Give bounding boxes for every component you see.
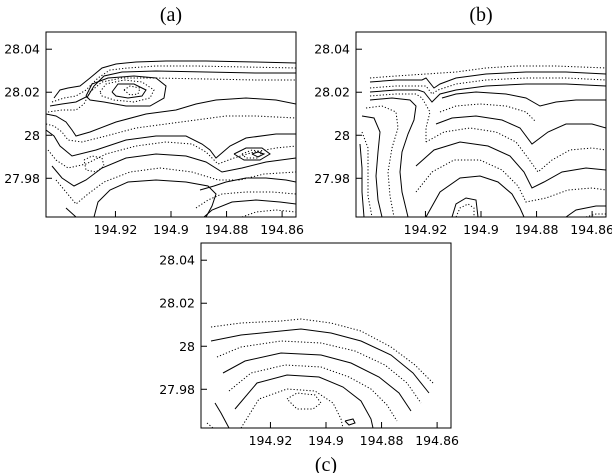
contour-line-22 xyxy=(195,191,296,209)
contour-line-7 xyxy=(365,105,399,217)
panel-a: 28.04 28.02 28 27.98 194.92 194.9 194.88 194.86… xyxy=(4,4,304,237)
x-tick-label: 194.92 xyxy=(404,222,448,237)
contour-line-9 xyxy=(206,422,214,428)
contour-line-15 xyxy=(415,141,606,189)
y-tick-label: 28.02 xyxy=(314,85,350,100)
contour-line-8 xyxy=(123,85,141,96)
x-tick-label: 194.92 xyxy=(94,222,138,237)
contour-line-9 xyxy=(361,131,373,217)
contour-line-5 xyxy=(369,93,431,142)
contour-line-1 xyxy=(53,60,296,99)
contour-lines xyxy=(359,65,606,217)
panel-title: (c) xyxy=(315,454,337,473)
x-tick-label: 194.9 xyxy=(463,222,499,237)
contour-line-10 xyxy=(46,115,296,143)
y-tick-label: 28 xyxy=(24,128,40,143)
y-tick-label: 28.02 xyxy=(159,296,195,311)
contour-lines xyxy=(206,318,434,428)
contour-line-20 xyxy=(565,205,606,217)
x-tick-label: 194.86 xyxy=(570,222,612,237)
contour-line-3 xyxy=(49,70,296,107)
y-tick-label: 28.04 xyxy=(4,42,40,57)
contour-line-24 xyxy=(241,209,296,217)
x-tick-label: 194.88 xyxy=(515,222,559,237)
y-tick-label: 28.02 xyxy=(4,85,40,100)
contour-line-7 xyxy=(240,388,344,428)
panel-title: (b) xyxy=(469,4,492,26)
contour-line-12 xyxy=(439,103,537,123)
y-tick-label: 27.98 xyxy=(159,382,195,397)
panel-title: (a) xyxy=(160,4,182,26)
plot-frame xyxy=(45,31,297,218)
contour-line-13 xyxy=(51,153,296,187)
contour-line-11 xyxy=(46,129,296,159)
contour-line-2 xyxy=(51,65,296,103)
contour-line-14 xyxy=(55,167,296,205)
contour-line-16 xyxy=(415,159,606,203)
contour-line-9 xyxy=(46,97,296,137)
x-tick-label: 194.88 xyxy=(360,433,404,448)
contour-line-8 xyxy=(361,115,383,217)
contour-line-10 xyxy=(359,143,365,217)
contour-line-3 xyxy=(369,77,606,95)
contour-line-11 xyxy=(344,418,356,426)
contour-line-2 xyxy=(369,71,606,89)
x-tick-label: 194.86 xyxy=(415,433,459,448)
contour-line-6 xyxy=(99,79,155,103)
y-tick-label: 27.98 xyxy=(314,171,350,186)
contour-line-7 xyxy=(111,83,147,99)
contour-line-5 xyxy=(85,75,167,107)
contour-line-17 xyxy=(425,175,525,217)
contour-line-10 xyxy=(286,392,322,410)
contour-line-15 xyxy=(65,207,77,217)
contour-line-6 xyxy=(234,374,374,428)
contour-line-3 xyxy=(216,340,422,404)
contour-line-14 xyxy=(425,127,606,173)
y-tick-label: 28 xyxy=(179,339,195,354)
contour-line-2 xyxy=(210,328,430,394)
contour-line-18 xyxy=(451,197,479,217)
contour-line-5 xyxy=(228,364,398,422)
y-tick-label: 28 xyxy=(334,128,350,143)
x-tick-label: 194.86 xyxy=(260,222,304,237)
contour-line-4 xyxy=(47,77,296,113)
contour-line-21 xyxy=(585,213,606,217)
panel-c: 28.04 28.02 28 27.98 194.92 194.9 194.88 194.86… xyxy=(159,242,459,473)
y-tick-label: 28.04 xyxy=(314,42,350,57)
x-tick-label: 194.88 xyxy=(205,222,249,237)
x-tick-label: 194.9 xyxy=(153,222,189,237)
contour-line-18 xyxy=(233,147,271,161)
contour-line-17 xyxy=(83,155,105,173)
y-tick-label: 27.98 xyxy=(4,171,40,186)
contour-line-6 xyxy=(369,97,417,217)
panel-b: 28.04 28.02 28 27.98 194.92 194.9 194.88 194.86… xyxy=(314,4,612,237)
contour-line-4 xyxy=(369,83,606,103)
contour-lines xyxy=(46,60,296,217)
contour-line-23 xyxy=(203,199,296,217)
contour-line-1 xyxy=(369,65,606,79)
contour-line-19 xyxy=(455,203,475,217)
contour-line-8 xyxy=(214,402,230,428)
x-tick-label: 194.92 xyxy=(249,433,293,448)
contour-line-20 xyxy=(251,151,266,158)
contour-line-21 xyxy=(199,177,296,191)
y-tick-label: 28.04 xyxy=(159,253,195,268)
x-tick-label: 194.9 xyxy=(308,433,344,448)
contour-line-13 xyxy=(435,115,606,145)
contour-line-11 xyxy=(441,91,606,107)
contour-line-1 xyxy=(210,318,434,384)
contour-line-16 xyxy=(93,179,217,217)
contour-line-4 xyxy=(222,352,412,412)
